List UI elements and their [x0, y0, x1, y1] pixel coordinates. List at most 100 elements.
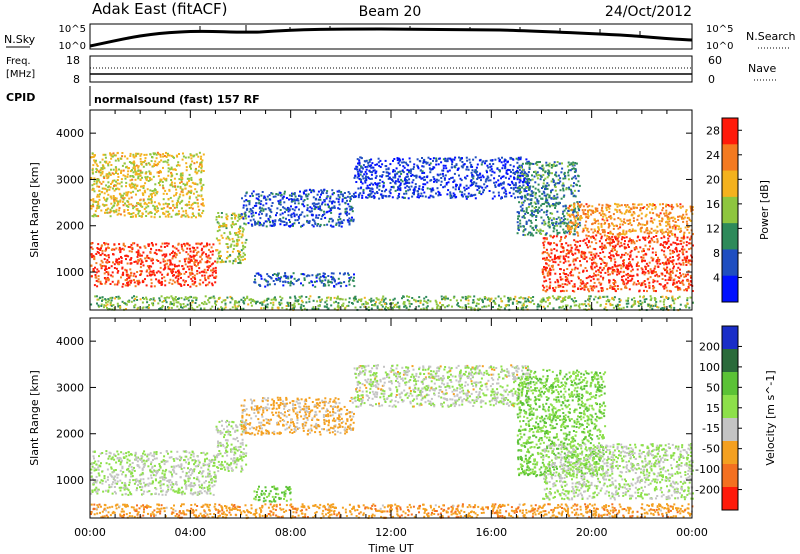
- power-cell: [566, 283, 569, 286]
- power-cell: [664, 241, 667, 243]
- power-cell: [552, 230, 555, 233]
- power-cell: [385, 171, 388, 174]
- power-cell: [617, 227, 620, 230]
- power-cell: [325, 197, 328, 200]
- power-cell: [299, 190, 301, 193]
- power-cell: [364, 181, 367, 184]
- power-cell: [96, 169, 99, 171]
- power-cell: [622, 275, 625, 277]
- power-cell: [577, 275, 580, 278]
- power-cell: [245, 191, 248, 194]
- power-cell: [174, 271, 177, 274]
- power-cell: [420, 192, 423, 195]
- power-cell: [139, 266, 142, 269]
- power-cell: [667, 278, 670, 281]
- power-cell: [130, 250, 133, 253]
- power-cell: [625, 278, 628, 281]
- power-cell: [552, 260, 555, 263]
- power-cell: [108, 211, 111, 214]
- power-cell: [429, 158, 432, 160]
- power-cell: [645, 213, 648, 216]
- power-cell: [570, 204, 573, 207]
- power-cell: [622, 264, 625, 267]
- power-cell: [150, 285, 153, 288]
- power-cell: [102, 165, 105, 168]
- power-cell: [323, 272, 326, 275]
- power-cell: [560, 238, 562, 241]
- power-cell: [451, 163, 453, 166]
- power-cell: [667, 223, 670, 226]
- power-cell: [625, 232, 628, 235]
- power-cell: [132, 207, 135, 210]
- power-cell: [551, 178, 554, 181]
- power-cell: [107, 271, 110, 274]
- power-cell: [591, 262, 594, 265]
- power-region-2: [240, 188, 355, 228]
- power-cell: [519, 219, 522, 222]
- nave-label: Nave: [748, 62, 776, 75]
- power-cell: [629, 219, 631, 222]
- power-cell: [662, 231, 665, 234]
- power-cell: [554, 281, 557, 284]
- power-cell: [399, 159, 402, 162]
- power-cell: [118, 188, 121, 191]
- power-cell: [355, 181, 358, 183]
- power-cell: [686, 255, 689, 258]
- power-cell: [544, 268, 547, 271]
- power-cell: [105, 173, 108, 176]
- power-cell: [417, 187, 420, 190]
- power-cell: [91, 152, 94, 155]
- power-cell: [406, 179, 409, 182]
- power-cell: [446, 170, 449, 173]
- power-cell: [166, 244, 169, 247]
- power-cell: [435, 163, 438, 166]
- power-cell: [627, 243, 629, 246]
- power-cell: [544, 177, 547, 180]
- power-cell: [619, 218, 622, 221]
- power-cell: [606, 237, 609, 240]
- power-cell: [557, 222, 560, 225]
- power-cell: [168, 203, 170, 206]
- power-cell: [411, 192, 414, 195]
- power-cell: [328, 210, 331, 213]
- power-cell: [678, 256, 681, 259]
- power-cell: [254, 222, 257, 225]
- power-cell: [127, 276, 130, 279]
- power-cell: [215, 218, 218, 221]
- power-cell: [190, 260, 193, 262]
- power-cell: [91, 215, 94, 217]
- power-cell: [572, 176, 575, 179]
- power-cell: [190, 216, 193, 219]
- power-cell: [191, 207, 194, 210]
- power-cell: [540, 175, 543, 178]
- power-cell: [543, 280, 546, 283]
- power-cell: [579, 206, 582, 209]
- power-cell: [141, 261, 144, 264]
- power-cell: [118, 263, 120, 266]
- power-cell: [571, 227, 574, 230]
- power-cell: [567, 169, 570, 172]
- power-cell: [279, 277, 282, 280]
- power-cell: [524, 189, 526, 192]
- power-cell: [107, 279, 110, 282]
- power-cell: [158, 203, 161, 206]
- power-cell: [340, 225, 343, 228]
- power-cell: [604, 214, 607, 217]
- power-cell: [564, 278, 567, 281]
- power-cell: [673, 251, 676, 254]
- power-cell: [142, 187, 145, 189]
- power-cell: [683, 258, 686, 261]
- power-cell: [109, 283, 112, 285]
- power-cell: [157, 279, 160, 282]
- power-cell: [398, 180, 401, 183]
- power-cell: [167, 174, 170, 177]
- power-cell: [687, 225, 690, 228]
- power-cell: [116, 261, 119, 264]
- power-cell: [562, 182, 565, 185]
- power-cell: [303, 189, 306, 192]
- power-cell: [685, 289, 688, 292]
- power-cell: [173, 177, 176, 180]
- power-cell: [335, 197, 338, 200]
- power-cell: [97, 243, 100, 246]
- power-cell: [409, 160, 412, 163]
